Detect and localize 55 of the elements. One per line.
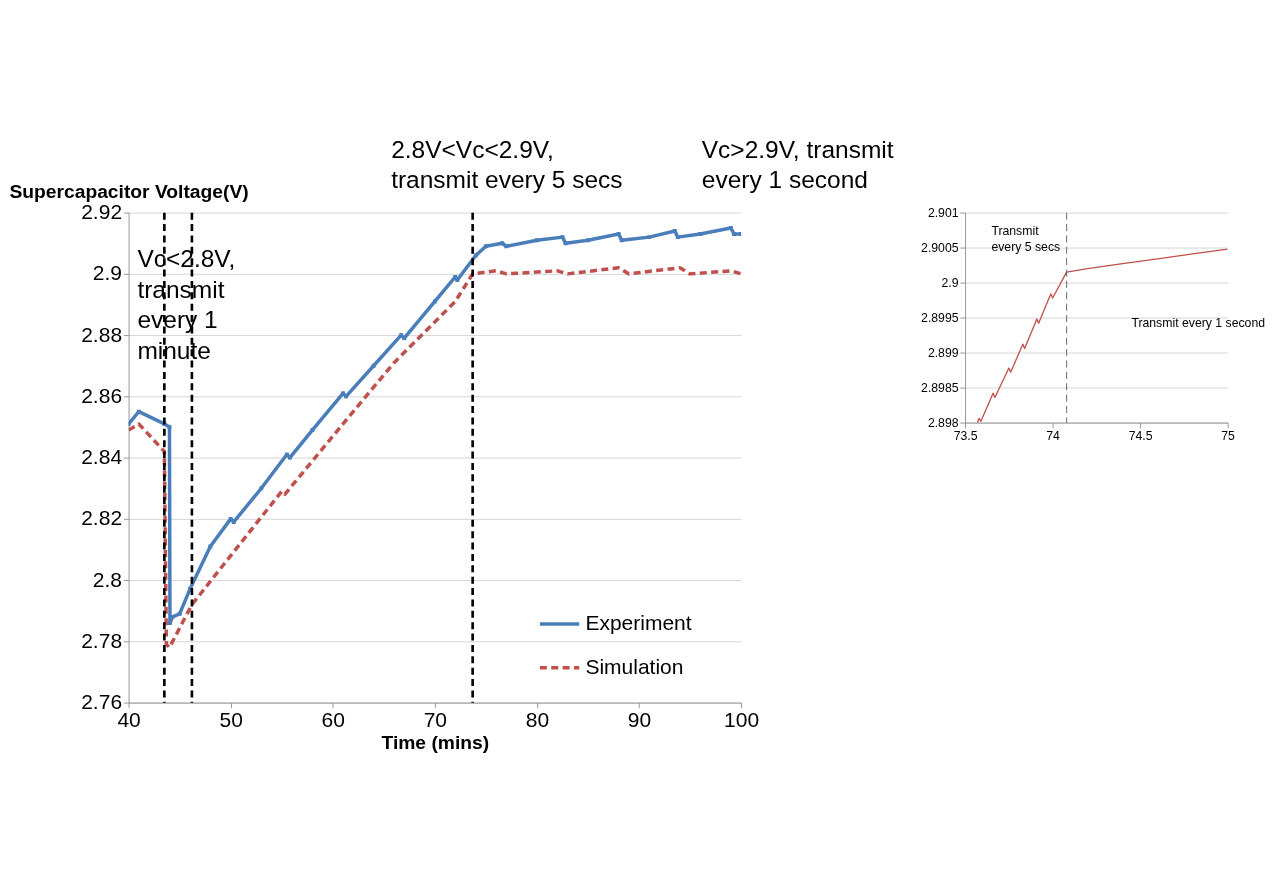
x-tick-label: 74.5 <box>1128 428 1153 443</box>
point <box>647 235 652 240</box>
y-tick-label: 2.84 <box>81 445 123 469</box>
point <box>483 244 488 249</box>
y-tick-label: 2.899 <box>927 345 959 360</box>
y-tick-label: 2.898 <box>927 415 959 430</box>
point <box>128 421 131 426</box>
x-axis-title: Time (mins) <box>381 732 490 754</box>
x-tick-label: 74 <box>1046 428 1061 443</box>
point <box>259 486 264 491</box>
point <box>310 428 315 433</box>
text: 2.8V<Vc<2.9V, transmit every 5 secs <box>391 135 623 194</box>
y-tick-label: 2.82 <box>81 506 123 530</box>
y-tick-label: 2.78 <box>81 628 123 652</box>
y-axis-title: Supercapacitor Voltage(V) <box>9 181 249 203</box>
point <box>698 232 703 237</box>
text: Vc>2.9V, transmit every 1 second <box>701 135 894 194</box>
y-tick-label: 2.8985 <box>921 380 959 395</box>
point <box>455 278 460 282</box>
point <box>500 241 505 246</box>
x-tick-label: 75 <box>1221 428 1236 443</box>
x-tick-label: 60 <box>321 707 345 731</box>
point <box>504 244 509 249</box>
y-tick-label: 2.9 <box>941 275 959 290</box>
point <box>371 363 376 368</box>
point <box>208 544 213 549</box>
point <box>739 232 742 237</box>
point <box>432 299 437 304</box>
x-tick-label: 80 <box>525 707 550 731</box>
x-tick-label: 73.5 <box>953 428 978 443</box>
legend-label: Experiment <box>585 611 692 634</box>
point <box>535 238 539 243</box>
y-tick-label: 2.8995 <box>921 310 959 325</box>
point <box>732 232 736 237</box>
point <box>586 238 590 243</box>
x-tick-label: 50 <box>219 707 243 731</box>
x-tick-label: 90 <box>627 707 652 731</box>
y-tick-label: 2.86 <box>81 383 123 407</box>
point <box>619 238 624 243</box>
point <box>168 621 172 625</box>
x-tick-label: 100 <box>724 707 760 731</box>
point <box>672 229 677 233</box>
point <box>177 611 182 616</box>
y-tick-label: 2.88 <box>81 322 123 346</box>
y-tick-label: 2.76 <box>81 690 123 714</box>
x-tick-label: 70 <box>423 707 447 731</box>
point <box>675 235 680 240</box>
y-tick-label: 2.901 <box>927 205 959 220</box>
annotation: Transmit every 5 secs <box>991 224 1061 254</box>
annotation: Transmit every 1 second <box>1131 316 1266 331</box>
y-tick-label: 2.8 <box>92 567 123 591</box>
annotation: Vc<2.8V, transmit every 1 minute <box>137 244 236 364</box>
y-tick-label: 2.9005 <box>921 240 959 255</box>
y-tick-label: 2.9 <box>92 261 123 285</box>
legend-label: Simulation <box>585 654 684 678</box>
